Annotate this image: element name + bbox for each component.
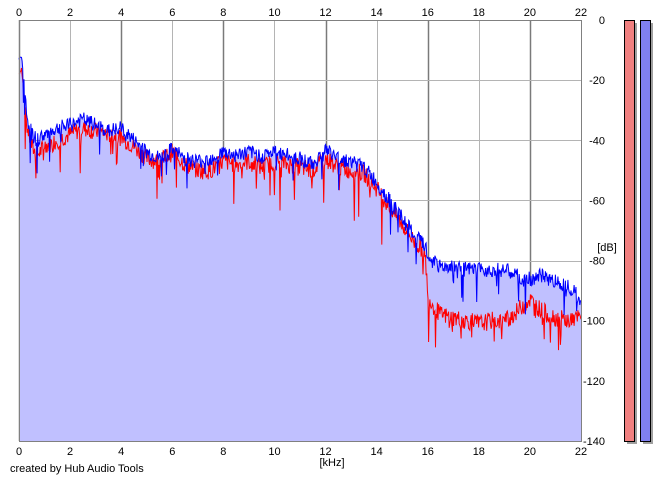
x-tick-label-bottom: 20: [524, 446, 536, 458]
x-tick-label-top: 16: [422, 7, 434, 19]
x-tick-label-top: 0: [16, 7, 22, 19]
x-tick-label-top: 6: [169, 7, 175, 19]
x-tick-label-bottom: 6: [169, 446, 175, 458]
x-tick-label-bottom: 14: [371, 446, 383, 458]
x-tick-label-bottom: 2: [67, 446, 73, 458]
x-tick-label-bottom: 4: [118, 446, 124, 458]
x-tick-label-bottom: 16: [422, 446, 434, 458]
x-tick-label-top: 8: [220, 7, 226, 19]
credit-text: created by Hub Audio Tools: [10, 463, 144, 475]
level-meter-bar: [640, 20, 651, 442]
x-axis-label: [kHz]: [319, 457, 344, 469]
y-tick-label: -100: [583, 316, 605, 328]
x-tick-label-top: 22: [575, 7, 587, 19]
spectrum-fill-area: [19, 57, 581, 441]
y-tick-label: -20: [589, 75, 605, 87]
x-tick-label-top: 10: [268, 7, 280, 19]
x-tick-label-bottom: 18: [473, 446, 485, 458]
x-tick-label-top: 2: [67, 7, 73, 19]
series-group: [18, 56, 582, 351]
x-tick-label-top: 12: [319, 7, 331, 19]
x-tick-label-bottom: 10: [268, 446, 280, 458]
y-tick-label: -60: [589, 195, 605, 207]
x-tick-label-bottom: 8: [220, 446, 226, 458]
spectrum-line-blue: [18, 56, 582, 316]
x-tick-label-top: 18: [473, 7, 485, 19]
y-tick-label: -120: [583, 376, 605, 388]
spectrum-line-red: [18, 67, 582, 351]
y-tick-label: 0: [599, 15, 605, 27]
x-tick-label-top: 14: [371, 7, 383, 19]
level-meter-bar: [624, 20, 635, 442]
plot-frame: [19, 20, 582, 442]
level-meters: [624, 20, 653, 444]
y-tick-label: -40: [589, 135, 605, 147]
y-axis-label: [dB]: [597, 242, 617, 254]
x-tick-label-bottom: 22: [575, 446, 587, 458]
y-tick-label: -80: [589, 256, 605, 268]
x-tick-label-bottom: 12: [319, 446, 331, 458]
x-tick-label-top: 4: [118, 7, 124, 19]
y-tick-label: -140: [583, 436, 605, 448]
x-tick-label-top: 20: [524, 7, 536, 19]
x-tick-label-bottom: 0: [16, 446, 22, 458]
y-tick-labels: 0 -20 -40 -60 -80 -100 -120 -140: [583, 15, 605, 448]
